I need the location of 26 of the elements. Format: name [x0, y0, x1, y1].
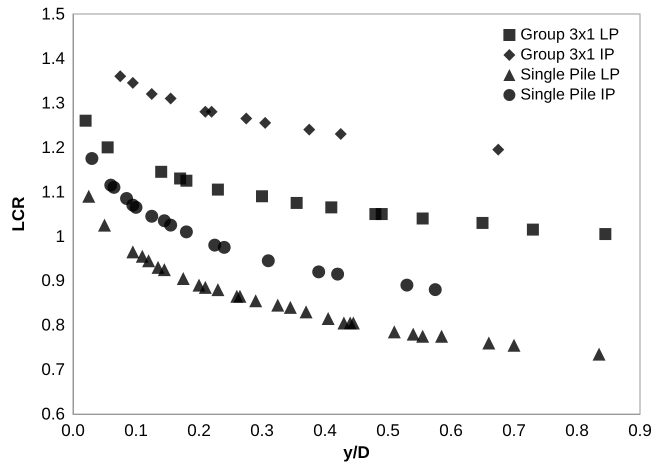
x-axis-title: y/D [343, 443, 370, 462]
y-tick-label: 0.7 [41, 360, 65, 380]
y-axis-title: LCR [9, 196, 28, 232]
y-tick-label: 0.8 [41, 316, 65, 335]
y-tick-label: 1 [56, 226, 65, 246]
x-tick-label: 0.4 [313, 421, 337, 440]
legend-label: Group 3x1 LP [520, 26, 620, 44]
legend-label: Group 3x1 IP [520, 46, 615, 64]
y-tick-label: 1.4 [41, 48, 65, 68]
y-tick-label: 1.3 [41, 93, 65, 112]
y-tick-label: 1.1 [41, 182, 65, 202]
x-tick-label: 0.8 [565, 421, 589, 440]
y-tick-label: 1.5 [41, 4, 65, 24]
x-tick-label: 0.9 [628, 421, 652, 440]
y-tick-label: 1.2 [41, 138, 65, 157]
x-tick-label: 0.5 [376, 421, 400, 440]
y-tick-label: 0.6 [41, 404, 65, 424]
legend-label: Single Pile LP [520, 66, 620, 84]
legend-label: Single Pile IP [520, 86, 616, 104]
x-tick-label: 0.6 [439, 421, 463, 440]
x-tick-label: 0.1 [124, 421, 148, 440]
y-tick-label: 0.9 [41, 271, 65, 290]
x-tick-label: 0.3 [250, 421, 274, 440]
x-tick-label: 0.7 [502, 421, 526, 440]
x-tick-label: 0.0 [61, 421, 85, 440]
x-tick-label: 0.2 [187, 421, 211, 440]
